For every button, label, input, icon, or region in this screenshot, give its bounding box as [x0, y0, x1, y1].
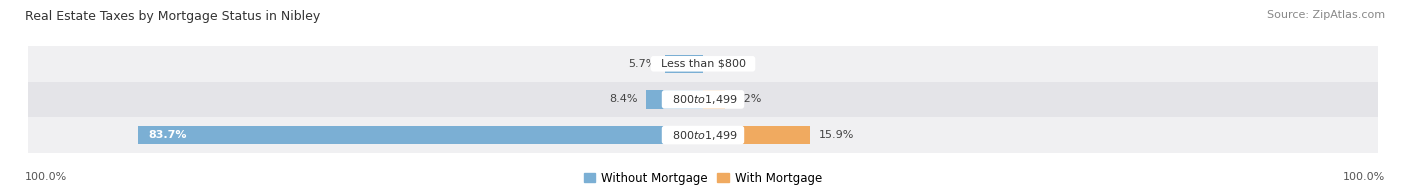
Text: 83.7%: 83.7%: [148, 130, 187, 140]
Text: 100.0%: 100.0%: [25, 172, 67, 182]
Bar: [28, 82, 1378, 117]
Text: 5.7%: 5.7%: [628, 59, 657, 69]
Bar: [647, 90, 703, 109]
Text: Source: ZipAtlas.com: Source: ZipAtlas.com: [1267, 10, 1385, 20]
Text: 8.4%: 8.4%: [610, 94, 638, 104]
Bar: [28, 117, 1378, 153]
Text: Real Estate Taxes by Mortgage Status in Nibley: Real Estate Taxes by Mortgage Status in …: [25, 10, 321, 23]
Text: 0.0%: 0.0%: [711, 59, 740, 69]
Text: 3.2%: 3.2%: [733, 94, 761, 104]
Bar: [28, 46, 1378, 82]
Bar: [703, 90, 724, 109]
Legend: Without Mortgage, With Mortgage: Without Mortgage, With Mortgage: [581, 168, 825, 188]
Bar: [665, 54, 703, 73]
Text: $800 to $1,499: $800 to $1,499: [665, 129, 741, 142]
Text: Less than $800: Less than $800: [654, 59, 752, 69]
Text: $800 to $1,499: $800 to $1,499: [665, 93, 741, 106]
Text: 100.0%: 100.0%: [1343, 172, 1385, 182]
Text: 15.9%: 15.9%: [818, 130, 853, 140]
Bar: [138, 126, 703, 144]
Bar: [703, 126, 810, 144]
